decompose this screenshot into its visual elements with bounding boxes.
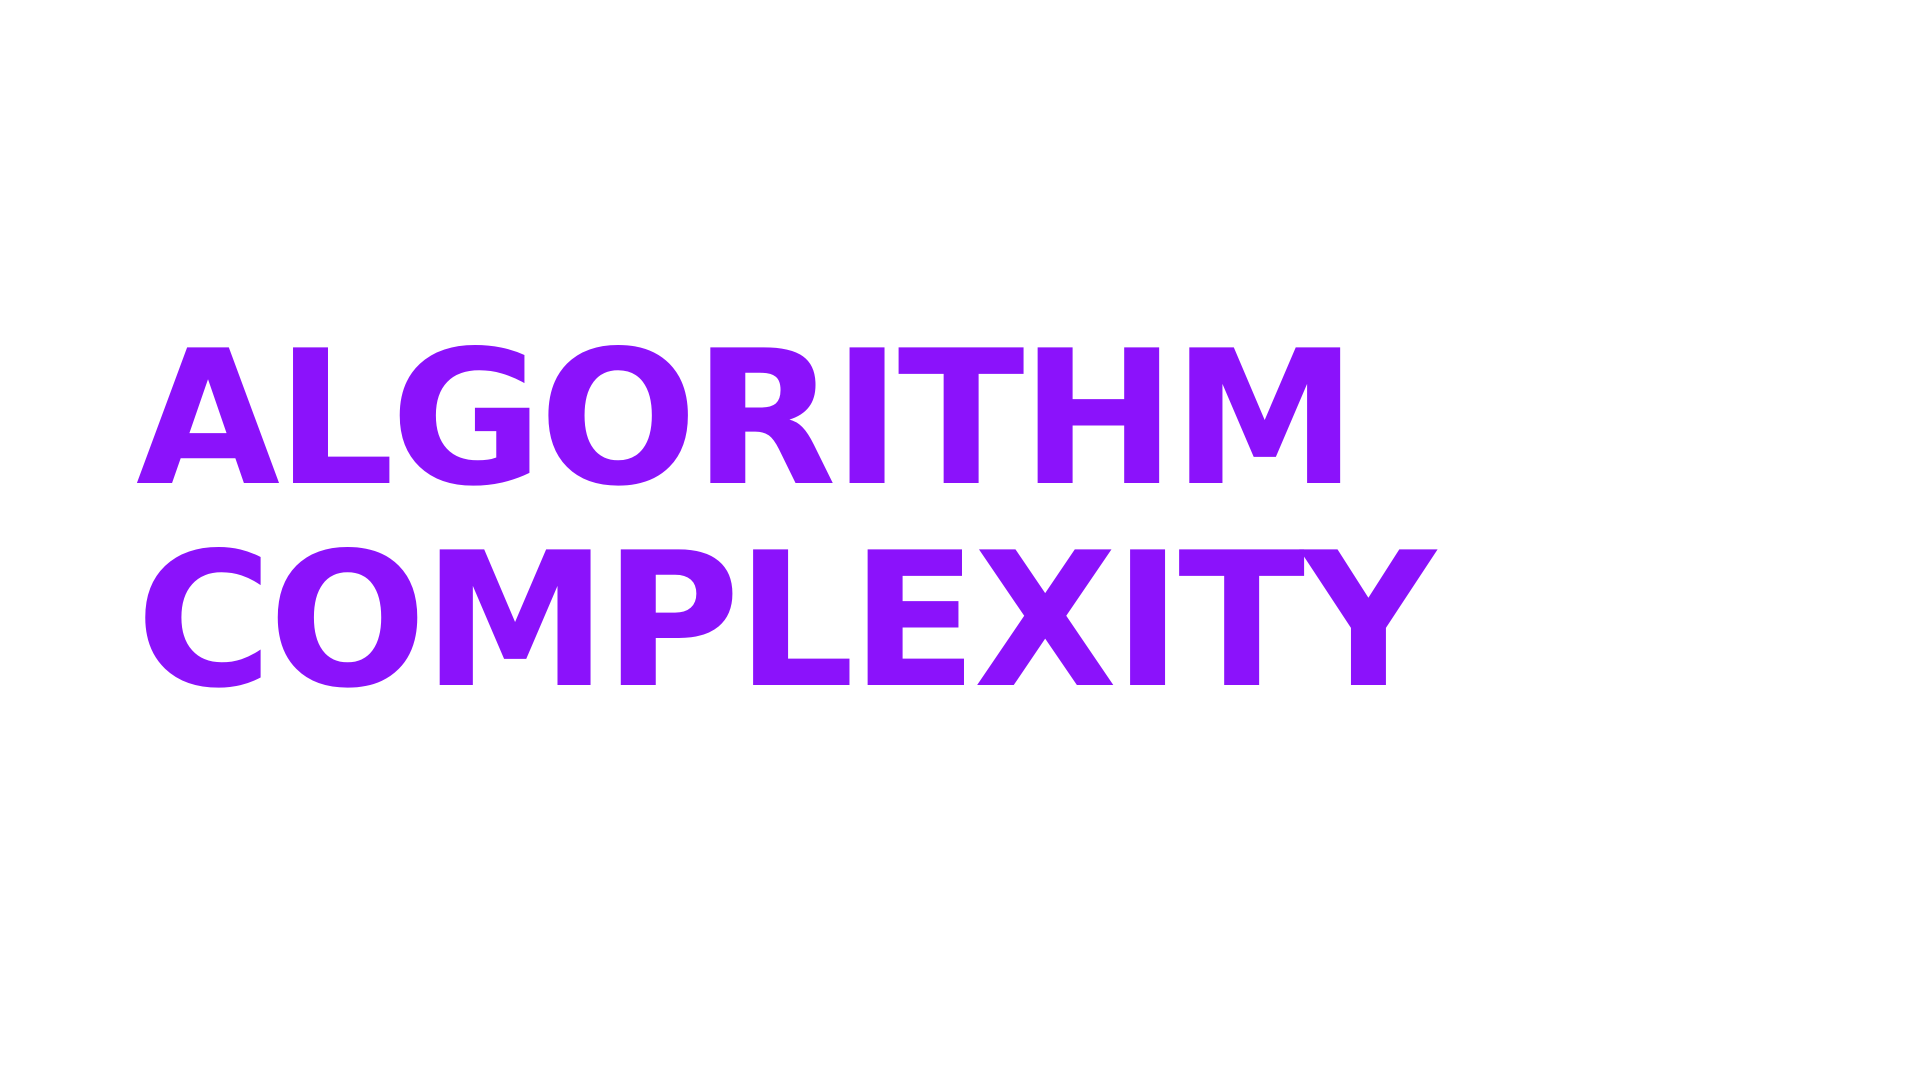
title: ALGORITHM COMPLEXITY: [136, 310, 1436, 729]
title-line-2: COMPLEXITY: [136, 512, 1436, 729]
title-line-1: ALGORITHM: [136, 310, 1357, 527]
